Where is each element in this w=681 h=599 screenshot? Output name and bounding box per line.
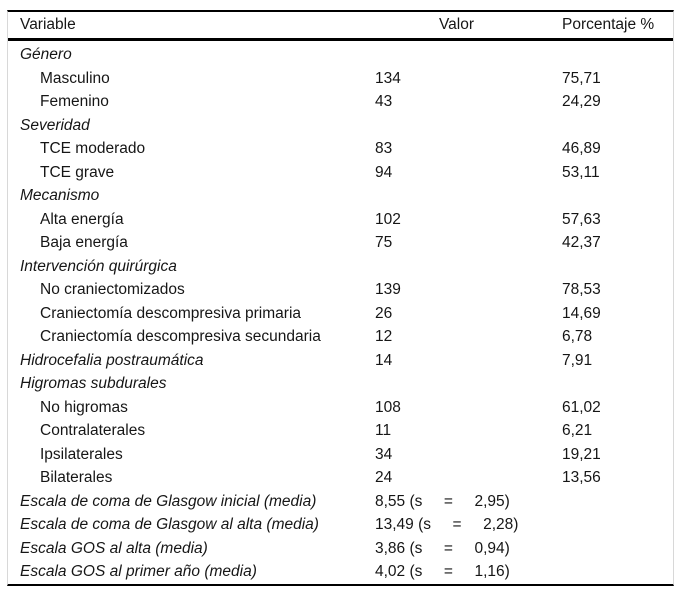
valor-cell: 43 xyxy=(375,93,393,110)
porcentaje-cell xyxy=(562,513,673,537)
table-row: Ipsilaterales 34 19,21 xyxy=(8,443,673,467)
table-row: Baja energía 75 42,37 xyxy=(8,231,673,255)
valor-cell: 3,86 (s = 0,94) xyxy=(375,539,510,557)
valor-cell: 26 xyxy=(375,304,393,322)
porcentaje-cell xyxy=(562,43,673,67)
variable-cell: Higromas subdurales xyxy=(20,375,167,392)
porcentaje-cell xyxy=(562,560,673,584)
valor-cell: 4,02 (s = 1,16) xyxy=(375,563,510,580)
table-row: TCE grave 94 53,11 xyxy=(8,161,673,185)
table-row: No higromas 108 61,02 xyxy=(8,396,673,420)
table-row: Escala GOS al alta (media) 3,86 (s = 0,9… xyxy=(8,537,673,561)
porcentaje-cell: 75,71 xyxy=(562,69,601,87)
porcentaje-cell xyxy=(562,184,673,208)
valor-cell: 134 xyxy=(375,69,401,87)
table-row: Escala de coma de Glasgow inicial (media… xyxy=(8,490,673,514)
porcentaje-cell xyxy=(562,490,673,514)
valor-cell: 94 xyxy=(375,163,393,181)
variable-cell: Severidad xyxy=(20,116,90,134)
table-row: Craniectomía descompresiva primaria 26 1… xyxy=(8,302,673,326)
porcentaje-cell: 42,37 xyxy=(562,234,601,251)
table-row: Contralaterales 11 6,21 xyxy=(8,419,673,443)
valor-cell: 8,55 (s = 2,95) xyxy=(375,492,510,510)
variable-cell: Escala GOS al alta (media) xyxy=(20,539,208,557)
valor-cell: 24 xyxy=(375,469,393,486)
column-header-variable: Variable xyxy=(20,16,76,33)
variable-cell: Craniectomía descompresiva secundaria xyxy=(40,328,321,345)
variable-cell: Género xyxy=(20,46,72,63)
variable-cell: No higromas xyxy=(40,398,128,416)
statistics-table: Variable Valor Porcentaje % Género Mascu… xyxy=(7,10,674,586)
variable-cell: Contralaterales xyxy=(40,422,146,439)
table-row: Intervención quirúrgica xyxy=(8,255,673,279)
valor-cell: 12 xyxy=(375,328,393,345)
valor-cell: 83 xyxy=(375,140,393,157)
table-row: Severidad xyxy=(8,114,673,138)
variable-cell: Intervención quirúrgica xyxy=(20,257,177,275)
variable-cell: Femenino xyxy=(40,93,109,110)
valor-cell: 11 xyxy=(375,422,392,439)
porcentaje-cell: 13,56 xyxy=(562,469,601,486)
variable-cell: No craniectomizados xyxy=(40,281,185,298)
variable-cell: Craniectomía descompresiva primaria xyxy=(40,304,302,322)
table-row: Mecanismo xyxy=(8,184,673,208)
valor-cell xyxy=(375,43,562,67)
variable-cell: TCE grave xyxy=(40,163,115,181)
table-row: Género xyxy=(8,43,673,67)
valor-cell: 139 xyxy=(375,281,401,298)
variable-cell: Hidrocefalia postraumática xyxy=(20,351,204,369)
table-row: Craniectomía descompresiva secundaria 12… xyxy=(8,325,673,349)
variable-cell: Ipsilaterales xyxy=(40,445,123,463)
porcentaje-cell: 53,11 xyxy=(562,163,600,181)
variable-cell: Mecanismo xyxy=(20,187,100,204)
variable-cell: Escala GOS al primer año (media) xyxy=(20,563,257,580)
table-row: Femenino 43 24,29 xyxy=(8,90,673,114)
porcentaje-cell: 78,53 xyxy=(562,281,601,298)
table-row: Hidrocefalia postraumática 14 7,91 xyxy=(8,349,673,373)
table-header-row: Variable Valor Porcentaje % xyxy=(8,12,673,41)
variable-cell: Masculino xyxy=(40,69,110,87)
table-row: Escala de coma de Glasgow al alta (media… xyxy=(8,513,673,537)
variable-cell: Alta energía xyxy=(40,210,124,228)
porcentaje-cell: 24,29 xyxy=(562,93,601,110)
table-body: Género Masculino 134 75,71 Femenino 43 2… xyxy=(8,41,673,584)
porcentaje-cell: 19,21 xyxy=(562,445,601,463)
variable-cell: Baja energía xyxy=(40,234,128,251)
valor-cell: 102 xyxy=(375,210,401,228)
variable-cell: Bilaterales xyxy=(40,469,113,486)
porcentaje-cell: 14,69 xyxy=(562,304,601,322)
valor-cell: 108 xyxy=(375,398,401,416)
porcentaje-cell: 6,21 xyxy=(562,422,593,439)
variable-cell: Escala de coma de Glasgow inicial (media… xyxy=(20,492,317,510)
porcentaje-cell: 57,63 xyxy=(562,210,601,228)
valor-cell: 14 xyxy=(375,351,393,369)
table-row: Masculino 134 75,71 xyxy=(8,67,673,91)
porcentaje-cell xyxy=(562,537,673,561)
table-row: No craniectomizados 139 78,53 xyxy=(8,278,673,302)
porcentaje-cell: 6,78 xyxy=(562,328,593,345)
table-row: Bilaterales 24 13,56 xyxy=(8,466,673,490)
variable-cell: Escala de coma de Glasgow al alta (media… xyxy=(20,516,319,533)
table-row: TCE moderado 83 46,89 xyxy=(8,137,673,161)
table-row: Escala GOS al primer año (media) 4,02 (s… xyxy=(8,560,673,584)
porcentaje-cell: 61,02 xyxy=(562,398,601,416)
column-header-porcentaje: Porcentaje % xyxy=(562,16,655,33)
porcentaje-cell: 46,89 xyxy=(562,140,601,157)
porcentaje-cell xyxy=(562,372,673,396)
porcentaje-cell xyxy=(562,114,673,138)
valor-cell: 34 xyxy=(375,445,393,463)
table-row: Higromas subdurales xyxy=(8,372,673,396)
valor-cell xyxy=(375,372,562,396)
valor-cell: 13,49 (s = 2,28) xyxy=(375,516,519,533)
valor-cell xyxy=(375,184,562,208)
valor-cell: 75 xyxy=(375,234,393,251)
porcentaje-cell xyxy=(562,255,673,279)
valor-cell xyxy=(375,255,562,279)
table-row: Alta energía 102 57,63 xyxy=(8,208,673,232)
valor-cell xyxy=(375,114,562,138)
column-header-valor: Valor xyxy=(438,16,475,33)
variable-cell: TCE moderado xyxy=(40,140,146,157)
porcentaje-cell: 7,91 xyxy=(562,351,593,369)
